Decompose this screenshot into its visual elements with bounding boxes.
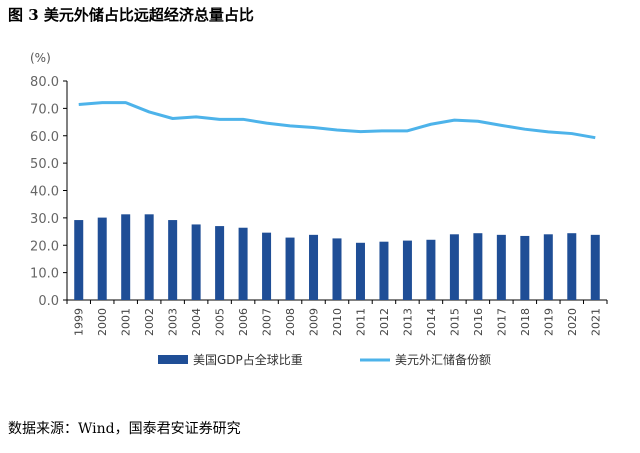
bar-2019: [543, 234, 553, 300]
x-tick-label: 2013: [401, 308, 414, 336]
bar-2012: [379, 241, 389, 300]
x-tick-label: 2001: [120, 308, 133, 336]
bar-2021: [590, 234, 600, 300]
bar-2013: [402, 240, 412, 300]
x-tick-label: 2007: [261, 308, 274, 336]
bar-2018: [520, 235, 530, 300]
x-tick-label: 2018: [519, 308, 532, 336]
bar-2020: [567, 233, 577, 300]
x-tick-label: 2017: [495, 308, 508, 336]
bar-2006: [238, 227, 248, 300]
chart-svg: (%) 0.0 10.0 20.0 30.0 40.0 50.0 60.0 70.0 80.0 19…: [30, 51, 608, 367]
x-tick-label: 2009: [308, 308, 321, 336]
x-tick-label: 2012: [378, 308, 391, 336]
bar-2015: [449, 234, 459, 300]
legend-label-line: 美元外汇储备份额: [395, 352, 491, 367]
y-tick-label: 0.0: [38, 294, 59, 309]
x-tick-label: 2008: [284, 308, 297, 336]
bar-2010: [332, 238, 342, 300]
x-tick-label: 1999: [73, 308, 86, 336]
x-tick-label: 2003: [167, 308, 180, 336]
y-tick-label: 60.0: [30, 130, 59, 145]
bar-2017: [496, 234, 506, 300]
x-tick-label: 2006: [237, 308, 250, 336]
bar-2005: [215, 226, 225, 300]
x-tick-label: 2019: [542, 308, 555, 336]
bar-2016: [473, 233, 483, 300]
x-tick-label: 2016: [472, 308, 485, 336]
x-tick-label: 2020: [566, 308, 579, 336]
x-tick-label: 2005: [214, 308, 227, 336]
x-tick-label: 2015: [448, 308, 461, 336]
y-axis-label: (%): [30, 51, 51, 65]
bar-2003: [168, 220, 178, 300]
source-note: 数据来源：Wind，国泰君安证券研究: [8, 421, 241, 437]
bar-2002: [144, 214, 154, 300]
bar-2007: [262, 232, 272, 300]
x-tick-label: 2021: [589, 308, 602, 336]
bar-2004: [191, 224, 201, 300]
bar-2009: [309, 234, 319, 300]
figure-title: 图 3 美元外储占比远超经济总量占比: [8, 6, 254, 24]
x-tick-label: 2002: [143, 308, 156, 336]
legend-label-bar: 美国GDP占全球比重: [193, 352, 303, 367]
y-tick-label: 80.0: [30, 75, 59, 90]
x-tick-label: 2014: [425, 308, 438, 336]
bar-2001: [121, 214, 131, 300]
bar-2014: [426, 239, 436, 300]
x-tick-label: 2010: [331, 308, 344, 336]
bar-2000: [97, 217, 107, 300]
y-tick-label: 20.0: [30, 239, 59, 254]
y-tick-label: 70.0: [30, 102, 59, 117]
x-tick-label: 2000: [96, 308, 109, 336]
y-tick-label: 10.0: [30, 267, 59, 282]
line-series: [78, 101, 596, 140]
y-tick-label: 40.0: [30, 185, 59, 200]
legend-swatch-bar: [158, 355, 188, 364]
bar-2011: [355, 242, 365, 300]
bar-2008: [285, 237, 295, 300]
bar-1999: [74, 220, 84, 300]
x-tick-label: 2004: [190, 308, 203, 336]
x-tick-label: 2011: [354, 308, 367, 336]
y-tick-label: 30.0: [30, 212, 59, 227]
y-tick-label: 50.0: [30, 157, 59, 172]
